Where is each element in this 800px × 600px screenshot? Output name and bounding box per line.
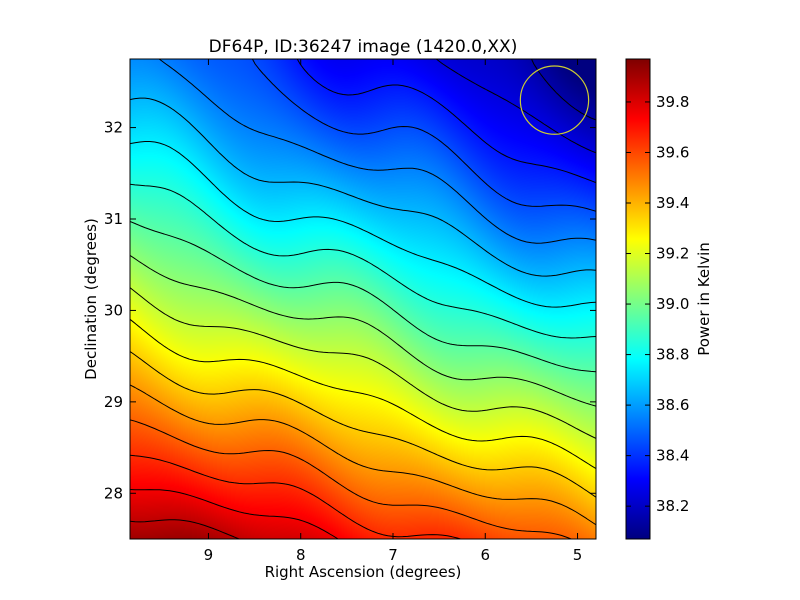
- colorbar-label: Power in Kelvin: [695, 242, 713, 356]
- contour-line: [130, 287, 596, 439]
- colorbar-tick-label: 39.4: [656, 194, 689, 212]
- colorbar-tick-label: 39.6: [656, 143, 689, 161]
- y-tick-label: 29: [104, 393, 123, 411]
- plot-frame: [129, 58, 597, 540]
- colorbar-gradient: [625, 58, 651, 540]
- chart-title: DF64P, ID:36247 image (1420.0,XX): [209, 37, 518, 57]
- colorbar-tick-label: 38.4: [656, 447, 689, 465]
- contour-line: [130, 141, 596, 308]
- x-axis-label: Right Ascension (degrees): [265, 563, 462, 581]
- x-tick-label: 7: [388, 546, 398, 564]
- colorbar-tick-label: 39.2: [656, 245, 689, 263]
- y-tick-label: 28: [104, 484, 123, 502]
- contour-line: [130, 97, 596, 277]
- y-tick-label: 31: [104, 210, 123, 228]
- x-tick-label: 5: [573, 546, 583, 564]
- x-tick-label: 6: [480, 546, 490, 564]
- x-tick-label: 8: [296, 546, 306, 564]
- y-tick-label: 32: [104, 119, 123, 137]
- colorbar-tick-label: 39.0: [656, 295, 689, 313]
- x-tick-label: 9: [204, 546, 214, 564]
- contour-line: [251, 59, 596, 212]
- colorbar-tick-label: 38.2: [656, 497, 689, 515]
- y-axis-label: Declination (degrees): [82, 218, 100, 380]
- x-axis: 9 8 7 6 5: [204, 59, 583, 564]
- colorbar-ticks: 38.2 38.4 38.6 38.8 39.0 39.2 39.4 39.6 39.8: [626, 93, 689, 515]
- contour-lines: [130, 59, 596, 539]
- y-axis: 28 29 30 31 32: [104, 119, 596, 502]
- colorbar-tick-label: 38.8: [656, 346, 689, 364]
- contour-line: [130, 318, 596, 470]
- contour-line: [130, 254, 596, 407]
- contour-line: [130, 384, 596, 526]
- y-tick-label: 30: [104, 301, 123, 319]
- contour-line: [130, 183, 596, 339]
- contour-line: [130, 351, 596, 498]
- plot-area: [129, 58, 597, 540]
- contour-line: [130, 489, 339, 539]
- contour-line: [130, 519, 240, 539]
- contour-line: [296, 59, 596, 184]
- contour-line: [130, 220, 596, 373]
- colorbar: 38.2 38.4 38.6 38.8 39.0 39.2 39.4 39.6 39.8 Pow…: [625, 58, 713, 540]
- beam-circle-marker: [519, 65, 590, 135]
- colorbar-tick-label: 38.6: [656, 396, 689, 414]
- contour-line: [130, 419, 572, 539]
- contour-line: [130, 454, 461, 539]
- colorbar-tick-label: 39.8: [656, 93, 689, 111]
